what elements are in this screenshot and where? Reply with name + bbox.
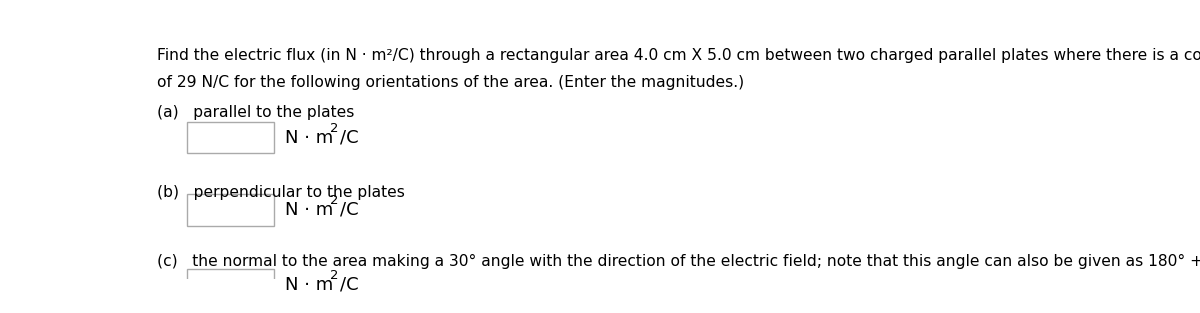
Text: /C: /C: [340, 201, 359, 219]
FancyBboxPatch shape: [187, 194, 274, 226]
Text: 2: 2: [330, 269, 338, 282]
Text: (a)   parallel to the plates: (a) parallel to the plates: [157, 105, 355, 120]
Text: /C: /C: [340, 129, 359, 146]
Text: Find the electric flux (in N · m²/C) through a rectangular area 4.0 cm X 5.0 cm : Find the electric flux (in N · m²/C) thr…: [157, 49, 1200, 64]
Text: (c)   the normal to the area making a 30° angle with the direction of the electr: (c) the normal to the area making a 30° …: [157, 254, 1200, 269]
Text: N · m: N · m: [284, 275, 334, 294]
Text: 2: 2: [330, 122, 338, 135]
FancyBboxPatch shape: [187, 122, 274, 153]
Text: N · m: N · m: [284, 201, 334, 219]
FancyBboxPatch shape: [187, 269, 274, 300]
Text: /C: /C: [340, 275, 359, 294]
Text: N · m: N · m: [284, 129, 334, 146]
Text: (b)   perpendicular to the plates: (b) perpendicular to the plates: [157, 185, 406, 200]
Text: 2: 2: [330, 194, 338, 207]
Text: of 29 N/C for the following orientations of the area. (Enter the magnitudes.): of 29 N/C for the following orientations…: [157, 75, 744, 90]
